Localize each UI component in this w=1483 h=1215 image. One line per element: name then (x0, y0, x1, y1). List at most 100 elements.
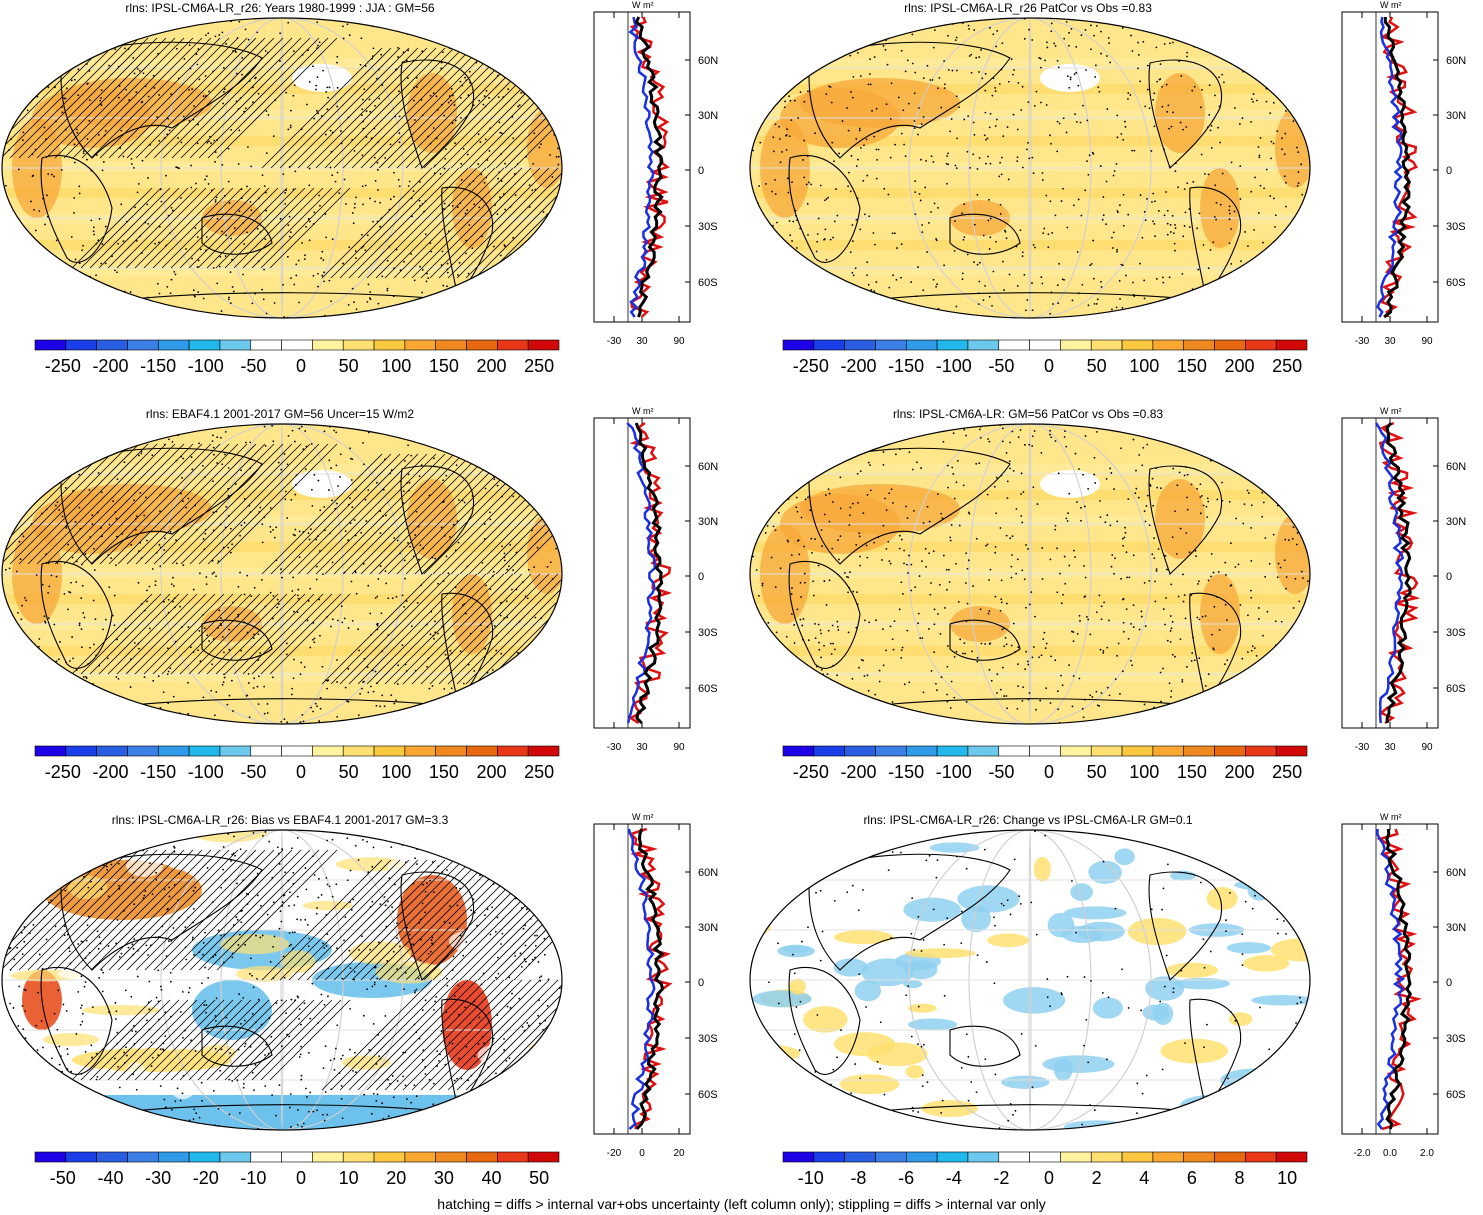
zonal-profile: W m² -2.0 0.0 2.0 60N 30N 0 30S 60S (1341, 812, 1466, 1159)
colorbar-label: 150 (1177, 762, 1207, 782)
profile-unit-label: W m² (1380, 0, 1402, 10)
colorbar-swatch (312, 745, 344, 757)
colorbar-label: 10 (339, 1168, 359, 1188)
profile-x-tick: -30 (607, 742, 622, 753)
colorbar-swatch (157, 745, 190, 757)
colorbar-swatch (998, 745, 1030, 757)
colorbar-swatch (1121, 745, 1154, 757)
colorbar: -10 -8 -6 -4 -2 0 2 4 6 8 10 (782, 1151, 1308, 1188)
colorbar-swatch (1214, 1151, 1246, 1163)
lat-label: 30N (1446, 922, 1466, 934)
colorbar-label: -250 (793, 356, 829, 376)
colorbar-swatch (34, 745, 67, 757)
lat-label: 60N (1446, 55, 1466, 67)
colorbar-label: -200 (840, 762, 876, 782)
colorbar-swatch (527, 339, 560, 351)
zonal-profile: W m² -30 30 90 60N 30N 0 30S 60S (1341, 0, 1466, 347)
colorbar-swatch (844, 339, 876, 351)
colorbar-swatch (844, 1151, 876, 1163)
colorbar-label: 200 (1225, 762, 1255, 782)
map-field (2, 424, 562, 724)
profile-line (628, 421, 673, 725)
map-field (750, 18, 1310, 318)
colorbar-label: 0 (1044, 1168, 1054, 1188)
lat-label: 60N (698, 867, 718, 879)
colorbar-swatch (1029, 745, 1061, 757)
colorbar-label: -100 (188, 762, 224, 782)
lat-label: 60S (1446, 683, 1466, 695)
colorbar-swatch (998, 339, 1030, 351)
lat-label: 0 (698, 977, 704, 989)
colorbar-label: -200 (840, 356, 876, 376)
colorbar-swatch (1090, 339, 1123, 351)
footer-note: hatching = diffs > internal var+obs unce… (437, 1196, 1046, 1212)
lat-label: 0 (1446, 977, 1452, 989)
colorbar-label: 150 (429, 356, 459, 376)
colorbar-swatch (127, 339, 159, 351)
colorbar-swatch (250, 339, 282, 351)
colorbar-swatch (373, 339, 406, 351)
profile-x-tick: -2.0 (1353, 1148, 1371, 1159)
colorbar-swatch (967, 745, 1000, 757)
colorbar-swatch (1183, 1151, 1215, 1163)
colorbar-swatch (466, 1151, 498, 1163)
map-field (750, 424, 1310, 724)
colorbar-label: 20 (386, 1168, 406, 1188)
colorbar-label: -10 (240, 1168, 266, 1188)
colorbar-swatch (219, 339, 252, 351)
colorbar-label: 100 (1129, 356, 1159, 376)
colorbar-swatch (219, 745, 252, 757)
lat-label: 60S (698, 277, 718, 289)
colorbar-label: -20 (193, 1168, 219, 1188)
lat-label: 0 (1446, 571, 1452, 583)
colorbar-swatch (250, 1151, 282, 1163)
profile-unit-label: W m² (632, 0, 654, 10)
colorbar-label: -150 (888, 762, 924, 782)
lat-label: 0 (698, 165, 704, 177)
lat-label: 30N (698, 922, 718, 934)
colorbar-label: 50 (1087, 762, 1107, 782)
colorbar-swatch (813, 339, 845, 351)
colorbar-label: -10 (798, 1168, 824, 1188)
profile-x-tick: 90 (1421, 742, 1433, 753)
profile-unit-label: W m² (632, 812, 654, 822)
map-title: rlns: IPSL-CM6A-LR_r26: Bias vs EBAF4.1 … (112, 813, 449, 827)
colorbar-label: -200 (92, 356, 128, 376)
profile-x-tick: -30 (1355, 742, 1370, 753)
colorbar-swatch (1060, 1151, 1092, 1163)
lat-label: 30S (698, 221, 718, 233)
colorbar-swatch (342, 339, 375, 351)
colorbar-swatch (96, 1151, 128, 1163)
profile-line (634, 422, 664, 725)
colorbar-swatch (875, 745, 907, 757)
colorbar-label: 100 (1129, 762, 1159, 782)
colorbar-swatch (65, 745, 97, 757)
colorbar-swatch (188, 745, 221, 757)
colorbar-swatch (1214, 339, 1246, 351)
colorbar-swatch (34, 1151, 67, 1163)
colorbar-label: 100 (381, 356, 411, 376)
lat-label: 30N (1446, 110, 1466, 122)
colorbar-label: 250 (1272, 356, 1302, 376)
profile-x-tick: 30 (636, 742, 648, 753)
lat-label: 30S (698, 1033, 718, 1045)
profile-line (1379, 16, 1418, 318)
colorbar-label: 0 (1044, 356, 1054, 376)
profile-x-tick: 30 (1384, 742, 1396, 753)
colorbar-swatch (1245, 339, 1277, 351)
colorbar: -250 -200 -150 -100 -50 0 50 100 150 200 250 (34, 339, 560, 376)
colorbar: -250 -200 -150 -100 -50 0 50 100 150 200 250 (782, 745, 1308, 782)
colorbar-label: -50 (240, 356, 266, 376)
colorbar-label: 4 (1139, 1168, 1149, 1188)
colorbar-label: 0 (296, 762, 306, 782)
colorbar-swatch (281, 745, 313, 757)
colorbar-swatch (157, 1151, 190, 1163)
profile-line (1374, 422, 1405, 724)
colorbar-swatch (1121, 1151, 1154, 1163)
colorbar-label: -4 (946, 1168, 962, 1188)
profile-x-tick: -20 (607, 1148, 622, 1159)
colorbar-swatch (1060, 745, 1092, 757)
colorbar-label: -30 (145, 1168, 171, 1188)
lat-label: 60S (698, 1089, 718, 1101)
